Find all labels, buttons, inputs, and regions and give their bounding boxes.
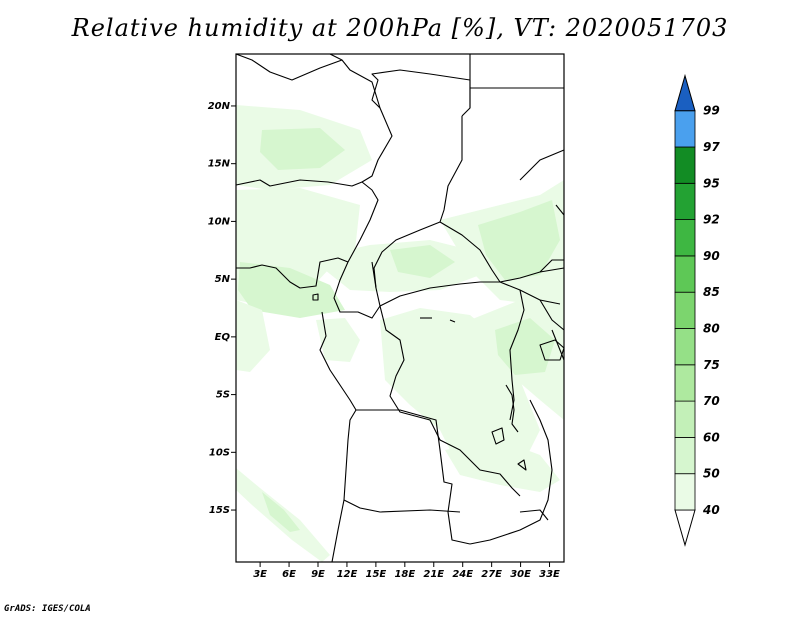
latitude-axis: 20N 15N 10N 5N EQ 5S 10S 15S (208, 101, 236, 516)
colorbar-label: 92 (703, 213, 720, 227)
border-line (235, 179, 379, 263)
border-line (491, 427, 505, 445)
colorbar-bin (674, 110, 696, 148)
colorbar-bin (674, 400, 696, 438)
colorbar-bin (674, 364, 696, 402)
lon-label: 24E (452, 569, 473, 580)
lon-label: 15E (366, 569, 387, 580)
colorbar-label: 50 (703, 467, 720, 481)
colorbar-label: 70 (703, 394, 720, 408)
border-line (519, 509, 549, 521)
border-line (356, 409, 471, 545)
border-line (555, 204, 565, 216)
border-line (379, 305, 521, 497)
humidity-contour (390, 245, 455, 278)
lon-label: 12E (337, 569, 358, 580)
border-line (331, 409, 357, 563)
lat-label: 15S (209, 505, 230, 516)
border-line (439, 221, 565, 283)
border-line (539, 339, 565, 361)
humidity-contour (262, 492, 300, 532)
humidity-contour (316, 318, 360, 362)
border-line (373, 116, 463, 289)
colorbar-bin (674, 436, 696, 475)
lat-label: 5N (215, 274, 231, 285)
lon-label: 33E (539, 569, 560, 580)
lat-label: 15N (208, 159, 231, 170)
colorbar-bin (674, 255, 696, 293)
lat-label: 20N (208, 101, 231, 112)
longitude-axis: 3E 6E 9E 12E 15E 18E 21E 24E 27E 30E 33E (253, 562, 560, 580)
colorbar-bin (674, 219, 696, 257)
colorbar-label: 99 (703, 104, 720, 118)
border-line (319, 311, 357, 411)
humidity-contour (478, 200, 560, 280)
border-line (469, 399, 553, 545)
lon-label: 27E (481, 569, 502, 580)
border-line (539, 299, 565, 331)
colorbar-label: 90 (703, 249, 720, 263)
lon-label: 6E (282, 569, 296, 580)
border-line (509, 289, 525, 421)
humidity-contour (445, 440, 560, 492)
lat-label: EQ (215, 332, 231, 343)
lon-label: 9E (311, 569, 325, 580)
colorbar-label: 40 (702, 503, 720, 517)
border-line (333, 261, 381, 319)
humidity-contour (495, 318, 555, 375)
border-line (343, 499, 461, 513)
border-line (312, 293, 319, 301)
border-line (517, 459, 527, 471)
humidity-contour (260, 128, 345, 170)
colorbar-lower-arrow (674, 509, 696, 547)
lon-label: 21E (423, 569, 444, 580)
lon-label: 3E (253, 569, 267, 580)
colorbar-upper-arrow (674, 73, 696, 112)
colorbar-bin (674, 291, 696, 329)
border-line (449, 319, 456, 323)
colorbar-label: 95 (703, 176, 720, 190)
colorbar-bin (674, 328, 696, 366)
colorbar-label: 60 (703, 430, 720, 444)
map-frame (235, 53, 565, 563)
humidity-shading (236, 105, 564, 562)
colorbar-bin (674, 473, 696, 511)
map-title: Relative humidity at 200hPa [%], VT: 202… (71, 14, 729, 42)
colorbar: 40 50 60 70 75 80 85 90 92 95 97 99 (674, 73, 720, 547)
border-line (235, 53, 393, 183)
lat-label: 10S (209, 447, 230, 458)
colorbar-bin (674, 182, 696, 221)
humidity-contour (236, 300, 270, 372)
country-borders (235, 53, 565, 563)
border-line (551, 329, 565, 361)
border-line (379, 281, 561, 307)
colorbar-bin (674, 146, 696, 184)
colorbar-label: 97 (703, 140, 720, 154)
lon-label: 18E (394, 569, 415, 580)
border-line (519, 149, 565, 181)
colorbar-label: 80 (703, 322, 720, 336)
humidity-contour (238, 262, 345, 318)
lon-label: 30E (510, 569, 531, 580)
lat-label: 10N (208, 216, 231, 227)
grads-credit: GrADS: IGES/COLA (4, 604, 91, 614)
colorbar-label: 85 (703, 285, 720, 299)
border-line (329, 53, 343, 61)
border-line (236, 257, 349, 289)
colorbar-label: 75 (703, 358, 720, 372)
border-line (539, 259, 564, 273)
lat-label: 5S (216, 390, 230, 401)
border-line (505, 384, 519, 433)
border-line (371, 69, 471, 117)
